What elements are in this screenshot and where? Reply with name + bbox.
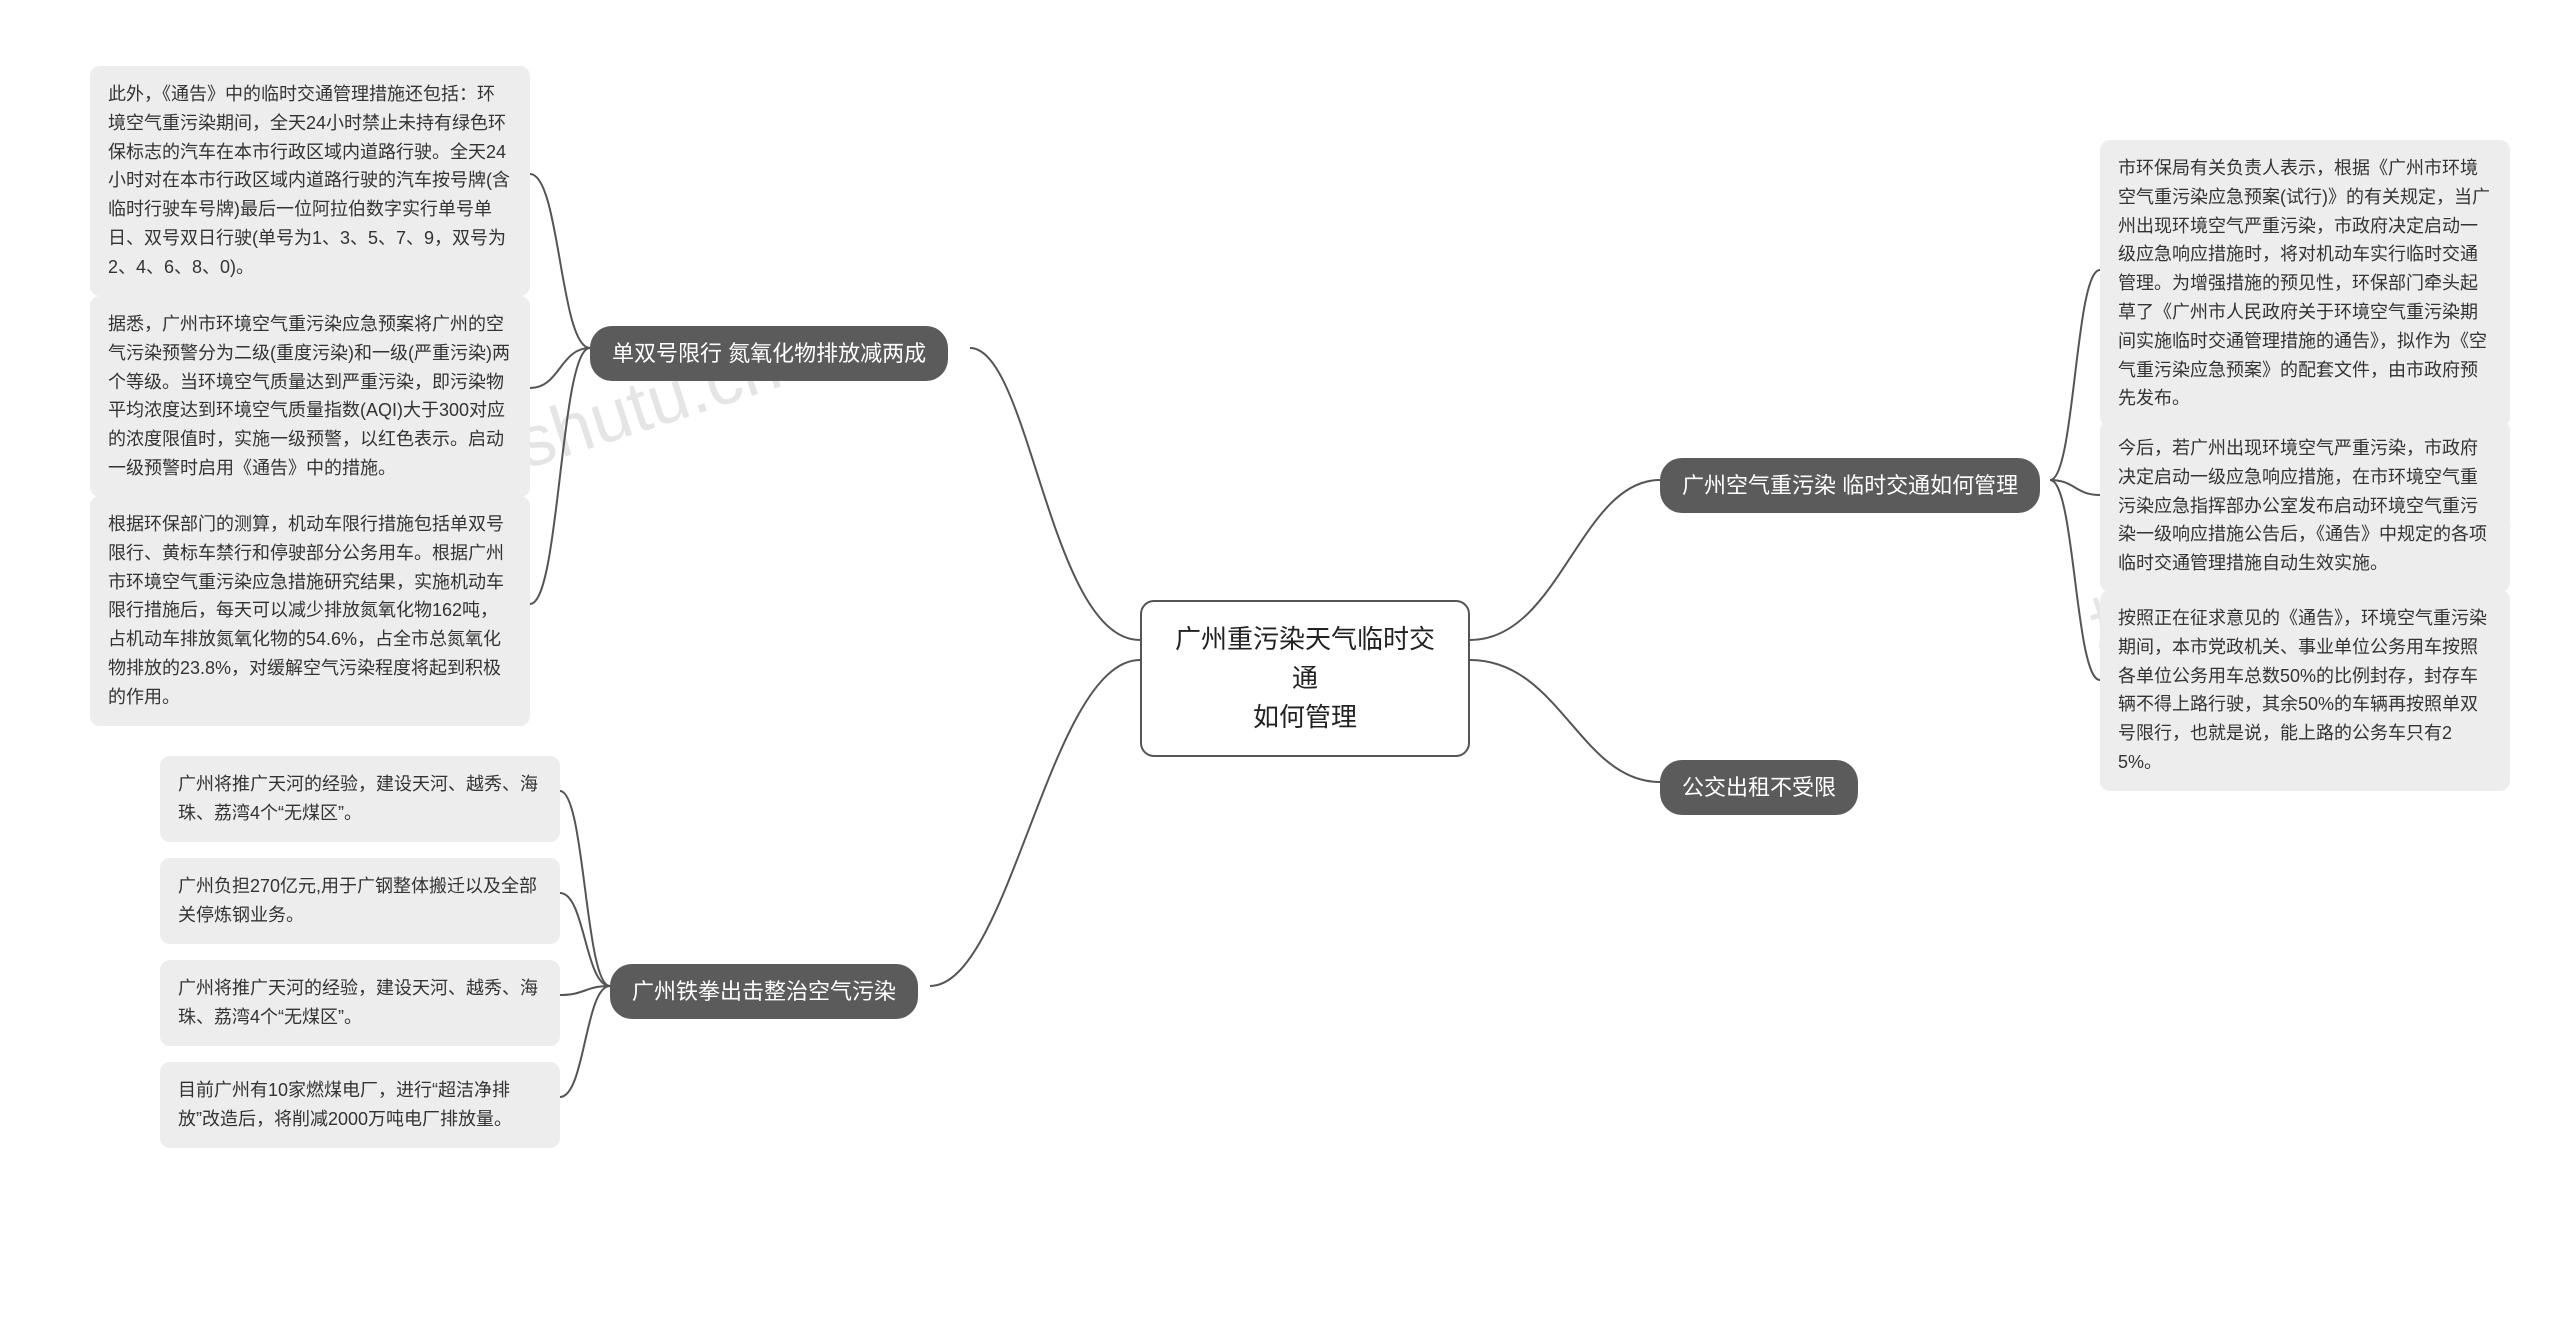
leaf-b4-3: 目前广州有10家燃煤电厂，进行“超洁净排放”改造后，将削减2000万吨电厂排放量…	[160, 1062, 560, 1148]
leaf-b4-0: 广州将推广天河的经验，建设天河、越秀、海珠、荔湾4个“无煤区”。	[160, 756, 560, 842]
branch-left-4: 广州铁拳出击整治空气污染	[610, 964, 918, 1019]
branch-left-3: 单双号限行 氮氧化物排放减两成	[590, 326, 948, 381]
leaf-b3-1: 据悉，广州市环境空气重污染应急预案将广州的空气污染预警分为二级(重度污染)和一级…	[90, 296, 530, 497]
leaf-b3-2: 根据环保部门的测算，机动车限行措施包括单双号限行、黄标车禁行和停驶部分公务用车。…	[90, 496, 530, 726]
center-line1: 广州重污染天气临时交通	[1168, 620, 1442, 698]
leaf-b1-2: 按照正在征求意见的《通告》，环境空气重污染期间，本市党政机关、事业单位公务用车按…	[2100, 590, 2510, 791]
leaf-b1-1: 今后，若广州出现环境空气严重污染，市政府决定启动一级应急响应措施，在市环境空气重…	[2100, 420, 2510, 592]
branch-right-2: 公交出租不受限	[1660, 760, 1858, 815]
leaf-b4-2: 广州将推广天河的经验，建设天河、越秀、海珠、荔湾4个“无煤区”。	[160, 960, 560, 1046]
leaf-b3-0: 此外，《通告》中的临时交通管理措施还包括：环境空气重污染期间，全天24小时禁止未…	[90, 66, 530, 296]
center-line2: 如何管理	[1168, 698, 1442, 737]
leaf-b1-0: 市环保局有关负责人表示，根据《广州市环境空气重污染应急预案(试行)》的有关规定，…	[2100, 140, 2510, 427]
center-node: 广州重污染天气临时交通 如何管理	[1140, 600, 1470, 757]
leaf-b4-1: 广州负担270亿元,用于广钢整体搬迁以及全部关停炼钢业务。	[160, 858, 560, 944]
branch-right-1: 广州空气重污染 临时交通如何管理	[1660, 458, 2040, 513]
